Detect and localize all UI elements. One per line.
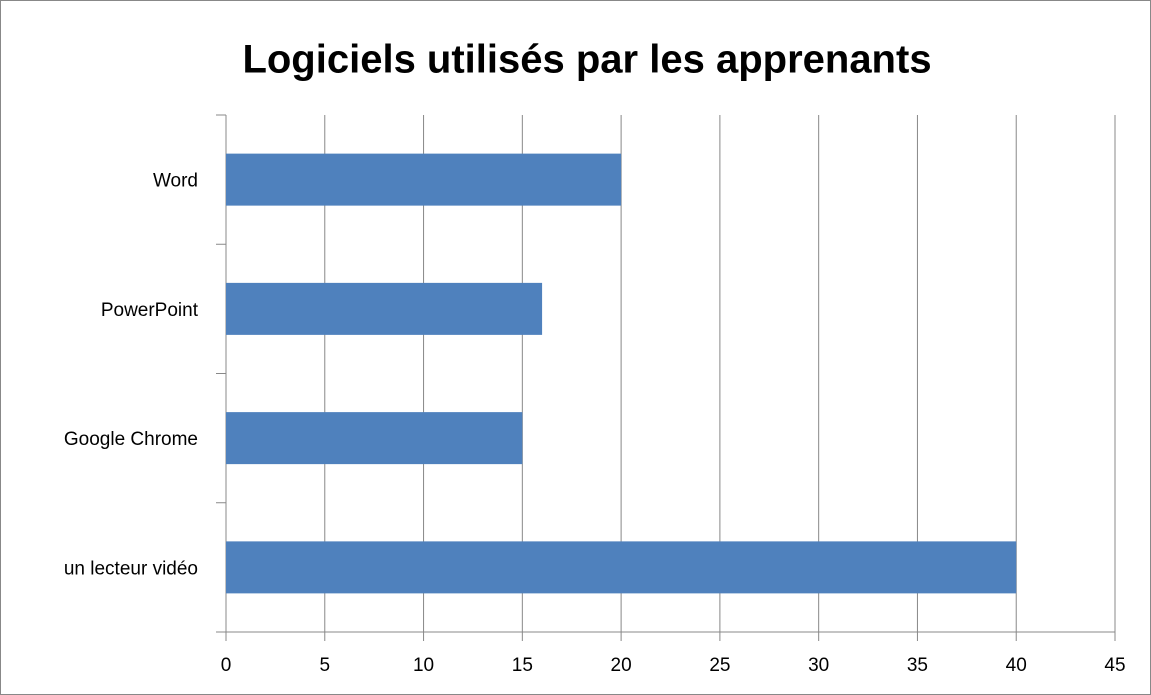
x-tick-label: 35	[907, 655, 928, 676]
y-tick-label: Google Chrome	[64, 429, 198, 450]
y-tick-label: PowerPoint	[101, 300, 199, 321]
x-tick-label: 10	[413, 655, 434, 676]
chart-title: Logiciels utilisés par les apprenants	[242, 38, 931, 82]
x-tick-label: 20	[611, 655, 632, 676]
x-tick-label: 5	[319, 655, 330, 676]
x-tick-label: 15	[512, 655, 533, 676]
y-tick-label: un lecteur vidéo	[64, 558, 198, 579]
bar	[226, 541, 1017, 594]
bar	[226, 412, 523, 465]
bar	[226, 153, 622, 206]
x-tick-label: 25	[709, 655, 730, 676]
x-tick-label: 45	[1104, 655, 1125, 676]
x-tick-label: 30	[808, 655, 829, 676]
y-tick-label: Word	[153, 171, 198, 192]
x-tick-label: 0	[221, 655, 232, 676]
bar	[226, 282, 543, 335]
x-tick-label: 40	[1006, 655, 1027, 676]
